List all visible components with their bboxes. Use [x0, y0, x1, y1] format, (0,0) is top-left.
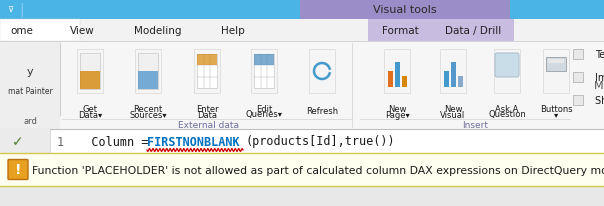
Text: Get: Get — [83, 104, 97, 113]
Bar — [80, 72, 100, 90]
Text: ard: ard — [23, 117, 37, 126]
Text: Edit: Edit — [256, 104, 272, 113]
Bar — [0, 42, 60, 129]
Bar — [0, 20, 80, 42]
Text: Data / Drill: Data / Drill — [445, 26, 501, 36]
Text: ✓: ✓ — [12, 134, 24, 148]
Bar — [548, 60, 564, 64]
Text: mat Painter: mat Painter — [8, 87, 53, 96]
Bar — [135, 50, 161, 94]
Bar — [458, 77, 463, 88]
Text: Modeling: Modeling — [134, 26, 182, 36]
Text: Page▾: Page▾ — [385, 110, 410, 119]
Bar — [309, 50, 335, 94]
Bar — [254, 55, 274, 66]
Text: Function 'PLACEHOLDER' is not allowed as part of calculated column DAX expressio: Function 'PLACEHOLDER' is not allowed as… — [32, 165, 604, 175]
Text: Refresh: Refresh — [306, 107, 338, 116]
Text: Visual tools: Visual tools — [373, 5, 437, 15]
Bar — [0, 129, 604, 153]
Text: ome: ome — [10, 26, 33, 36]
Text: y: y — [27, 67, 33, 77]
Bar — [77, 50, 103, 94]
Text: |: | — [20, 3, 24, 17]
Text: Insert: Insert — [462, 120, 488, 129]
Text: Help: Help — [221, 26, 245, 36]
Text: (products[Id],true()): (products[Id],true()) — [245, 135, 394, 148]
Text: FIRSTNONBLANK: FIRSTNONBLANK — [147, 135, 240, 148]
Bar — [395, 63, 400, 88]
Text: Data▾: Data▾ — [78, 110, 102, 119]
Text: Data: Data — [197, 110, 217, 119]
Bar — [0, 42, 604, 129]
Text: Visual: Visual — [440, 110, 466, 119]
Text: Enter: Enter — [196, 104, 218, 113]
Bar — [0, 20, 604, 42]
Bar — [0, 0, 604, 20]
Bar — [384, 50, 410, 94]
Text: Format: Format — [382, 26, 419, 36]
Text: New: New — [444, 104, 462, 113]
Text: M: M — [594, 81, 604, 91]
Bar — [430, 20, 514, 42]
Text: New: New — [388, 104, 406, 113]
Text: View: View — [69, 26, 94, 36]
Bar — [197, 55, 217, 66]
Text: Question: Question — [488, 110, 526, 119]
Text: Text box: Text box — [595, 50, 604, 60]
Bar — [573, 73, 583, 83]
Bar — [573, 50, 583, 60]
Bar — [451, 63, 456, 88]
Bar — [138, 54, 158, 90]
Text: Ask A: Ask A — [495, 104, 519, 113]
Text: !: ! — [14, 163, 21, 177]
Bar — [368, 20, 430, 42]
FancyBboxPatch shape — [8, 160, 28, 180]
Bar — [300, 0, 510, 20]
Bar — [494, 50, 520, 94]
Bar — [194, 50, 220, 94]
Text: 1: 1 — [56, 135, 63, 148]
Text: External data: External data — [178, 120, 239, 129]
Text: ▾: ▾ — [554, 110, 558, 119]
Bar — [138, 72, 158, 90]
Bar — [402, 77, 407, 88]
Bar — [251, 50, 277, 94]
Bar — [444, 72, 449, 88]
Text: Buttons: Buttons — [540, 104, 573, 113]
Text: Shapes ▾: Shapes ▾ — [595, 96, 604, 105]
FancyBboxPatch shape — [495, 54, 519, 78]
Bar — [0, 129, 50, 153]
Bar — [388, 72, 393, 88]
Bar — [440, 50, 466, 94]
Text: Column =: Column = — [70, 135, 155, 148]
Bar — [0, 153, 604, 186]
Bar — [254, 55, 274, 89]
Text: Recent: Recent — [133, 104, 162, 113]
Bar — [80, 54, 100, 90]
Text: Sources▾: Sources▾ — [129, 110, 167, 119]
Bar — [197, 55, 217, 89]
Text: Image: Image — [595, 73, 604, 83]
Text: ⊽: ⊽ — [7, 6, 13, 14]
Bar — [546, 58, 566, 72]
Text: Queries▾: Queries▾ — [245, 110, 283, 119]
Bar — [543, 50, 569, 94]
Bar — [573, 96, 583, 105]
